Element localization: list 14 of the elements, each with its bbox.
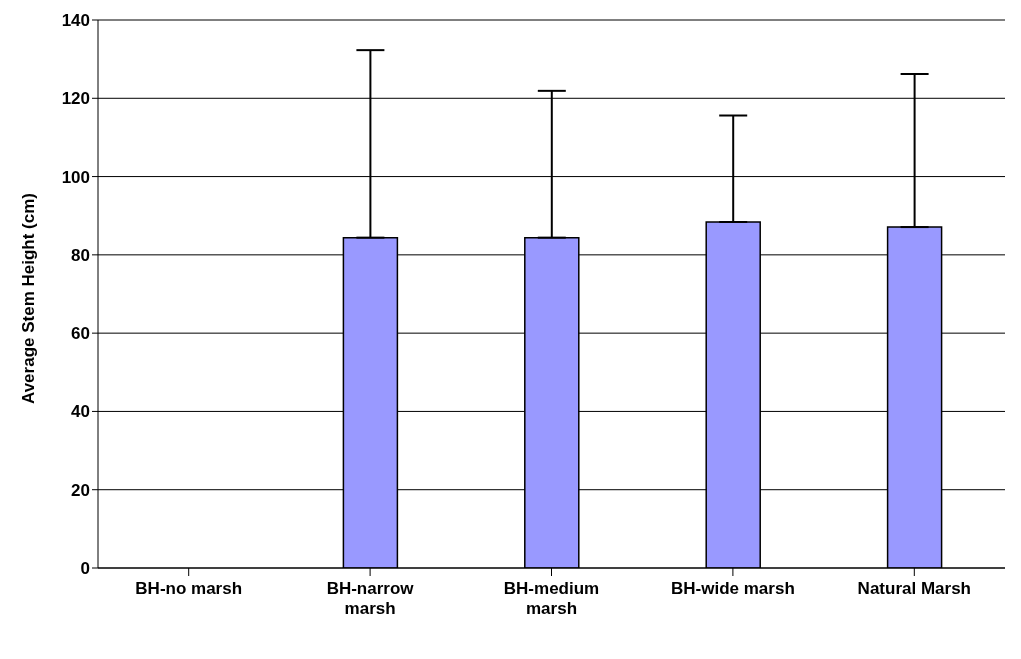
y-tick-label: 140	[61, 11, 90, 31]
y-tick-label: 40	[71, 402, 90, 422]
x-tick-label: BH-narrow marsh	[326, 579, 415, 618]
x-tick-label: BH-no marsh	[135, 579, 243, 598]
y-tick-label: 60	[71, 324, 90, 344]
x-tick-label: Natural Marsh	[857, 579, 971, 598]
y-tick-label: 120	[61, 89, 90, 109]
x-tick-label: BH-medium marsh	[503, 579, 600, 618]
y-tick-label: 80	[71, 245, 90, 265]
y-tick-label: 20	[71, 480, 90, 500]
y-tick-label: 100	[61, 167, 90, 187]
y-axis-title: Average Stem Height (cm)	[19, 193, 39, 404]
x-tick-label: BH-wide marsh	[671, 579, 795, 598]
y-tick-label: 0	[80, 559, 90, 579]
